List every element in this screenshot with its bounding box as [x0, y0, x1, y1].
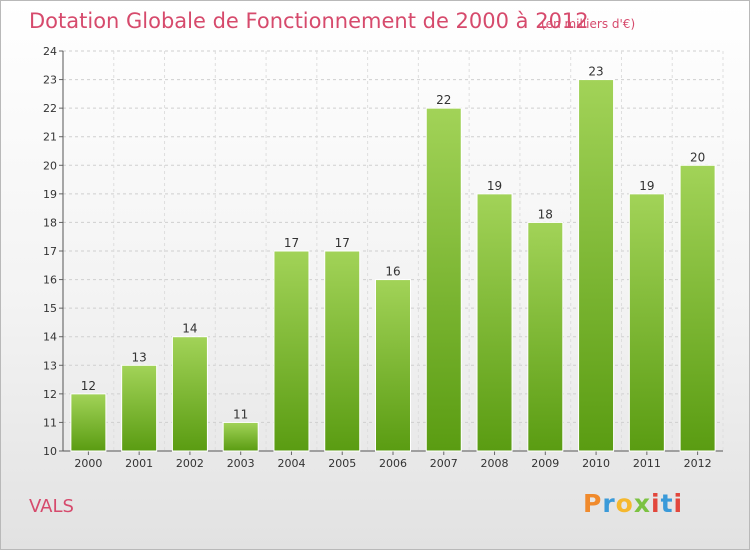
logo-letter: r: [602, 489, 616, 518]
logo-letter: i: [651, 489, 661, 518]
data-label-2006: 16: [385, 265, 400, 279]
y-tick-label: 12: [43, 388, 57, 401]
commune-name: VALS: [29, 496, 74, 517]
bar-2000: [70, 393, 107, 452]
y-tick-label: 10: [43, 445, 57, 458]
y-tick-label: 22: [43, 102, 57, 115]
chart-title: Dotation Globale de Fonctionnement de 20…: [29, 9, 589, 33]
x-tick-label-2008: 2008: [481, 457, 509, 470]
data-label-2011: 19: [639, 179, 654, 193]
x-tick-label-2012: 2012: [684, 457, 712, 470]
y-tick-label: 20: [43, 159, 57, 172]
logo-letter: x: [633, 489, 651, 518]
y-tick-label: 13: [43, 359, 57, 372]
x-tick-label-2007: 2007: [430, 457, 458, 470]
bar-2004: [273, 250, 310, 452]
data-label-2008: 19: [487, 179, 502, 193]
bar-2009: [527, 221, 564, 452]
logo-letter: P: [583, 489, 603, 518]
proxiti-logo[interactable]: Proxiti: [583, 489, 683, 518]
y-tick-label: 19: [43, 188, 57, 201]
bar-2006: [375, 279, 411, 452]
y-tick-label: 23: [43, 74, 57, 87]
data-label-2010: 23: [588, 65, 603, 79]
logo-letter: o: [615, 489, 634, 518]
bar-2010: [578, 79, 615, 452]
data-label-2003: 11: [233, 407, 248, 421]
data-label-2002: 14: [182, 322, 197, 336]
y-tick-label: 14: [43, 331, 57, 344]
bar-2005: [324, 250, 361, 452]
data-label-2012: 20: [690, 150, 705, 164]
bar-2011: [628, 193, 665, 452]
x-tick-label-2004: 2004: [277, 457, 305, 470]
logo-letter: i: [673, 489, 684, 518]
data-label-2004: 17: [284, 236, 299, 250]
data-label-2001: 13: [132, 350, 147, 364]
data-label-2000: 12: [81, 379, 96, 393]
x-tick-label-2002: 2002: [176, 457, 204, 470]
x-tick-label-2005: 2005: [328, 457, 356, 470]
logo-letter: t: [660, 489, 674, 518]
x-tick-label-2000: 2000: [74, 457, 102, 470]
x-tick-label-2006: 2006: [379, 457, 407, 470]
bar-2007: [425, 107, 462, 452]
y-tick-label: 16: [43, 274, 57, 287]
bar-2012: [679, 164, 716, 452]
y-tick-label: 17: [43, 245, 57, 258]
x-tick-label-2011: 2011: [633, 457, 661, 470]
bar-2003: [222, 421, 259, 452]
data-label-2009: 18: [538, 207, 553, 221]
y-tick-label: 18: [43, 216, 57, 229]
x-tick-label-2001: 2001: [125, 457, 153, 470]
y-tick-label: 15: [43, 302, 57, 315]
y-tick-label: 24: [43, 45, 57, 58]
bar-2002: [171, 336, 208, 452]
chart-subtitle: (en milliers d'€): [541, 17, 636, 31]
x-tick-label-2003: 2003: [227, 457, 255, 470]
x-tick-label-2009: 2009: [531, 457, 559, 470]
data-label-2007: 22: [436, 93, 451, 107]
data-label-2005: 17: [335, 236, 350, 250]
bar-2001: [121, 364, 158, 452]
bar-2008: [476, 193, 513, 452]
y-tick-label: 11: [43, 416, 57, 429]
x-tick-label-2010: 2010: [582, 457, 610, 470]
y-tick-label: 21: [43, 131, 57, 144]
